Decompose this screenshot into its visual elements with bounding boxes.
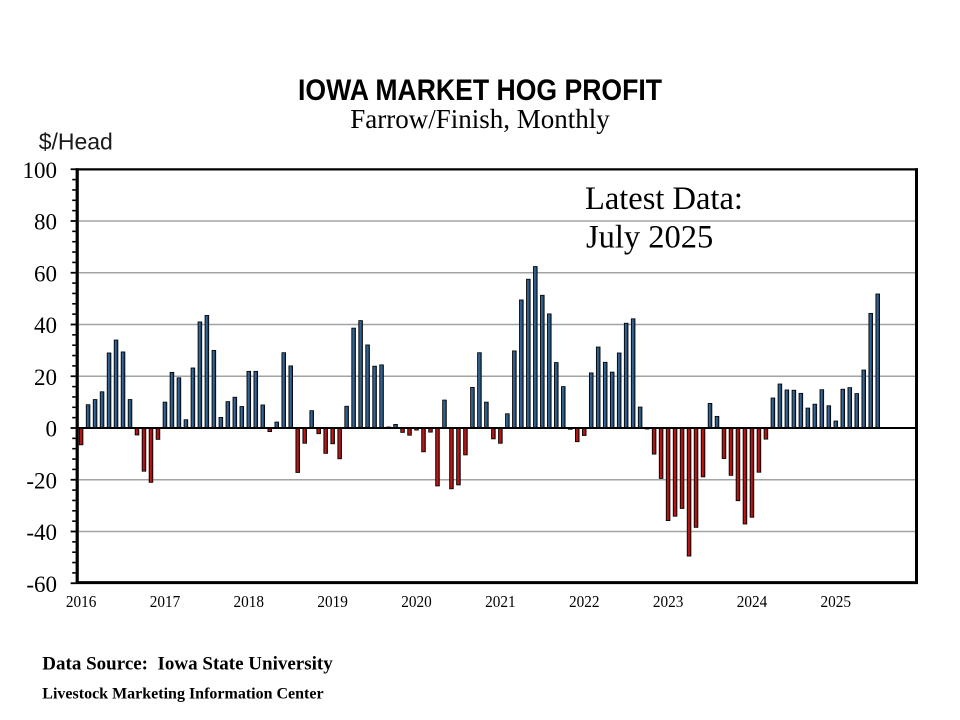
svg-text:July 2025: July 2025 <box>586 220 713 256</box>
svg-text:Livestock Marketing Informatio: Livestock Marketing Information Center <box>42 686 323 703</box>
svg-text:2022: 2022 <box>569 592 600 611</box>
svg-text:Farrow/Finish, Monthly: Farrow/Finish, Monthly <box>350 104 610 134</box>
svg-text:0: 0 <box>46 417 58 442</box>
svg-text:2021: 2021 <box>485 592 516 611</box>
svg-text:2020: 2020 <box>401 592 432 611</box>
svg-text:2017: 2017 <box>150 592 181 611</box>
svg-text:20: 20 <box>34 365 57 390</box>
svg-text:-60: -60 <box>26 572 57 597</box>
svg-text:2019: 2019 <box>317 592 348 611</box>
svg-text:100: 100 <box>23 158 58 183</box>
svg-text:2018: 2018 <box>234 592 265 611</box>
svg-text:-40: -40 <box>26 520 57 545</box>
svg-text:IOWA MARKET HOG PROFIT: IOWA MARKET HOG PROFIT <box>298 74 662 107</box>
svg-text:Latest Data:: Latest Data: <box>585 181 743 217</box>
svg-text:2024: 2024 <box>737 592 768 611</box>
svg-text:80: 80 <box>34 210 57 235</box>
svg-text:40: 40 <box>34 313 57 338</box>
svg-text:60: 60 <box>34 261 57 286</box>
svg-text:-20: -20 <box>26 468 57 493</box>
svg-text:$/Head: $/Head <box>39 129 113 155</box>
svg-text:Data Source: Iowa State Unive: Data Source: Iowa State University <box>42 654 333 675</box>
svg-text:2023: 2023 <box>653 592 684 611</box>
svg-text:2016: 2016 <box>66 592 97 611</box>
svg-text:2025: 2025 <box>821 592 852 611</box>
